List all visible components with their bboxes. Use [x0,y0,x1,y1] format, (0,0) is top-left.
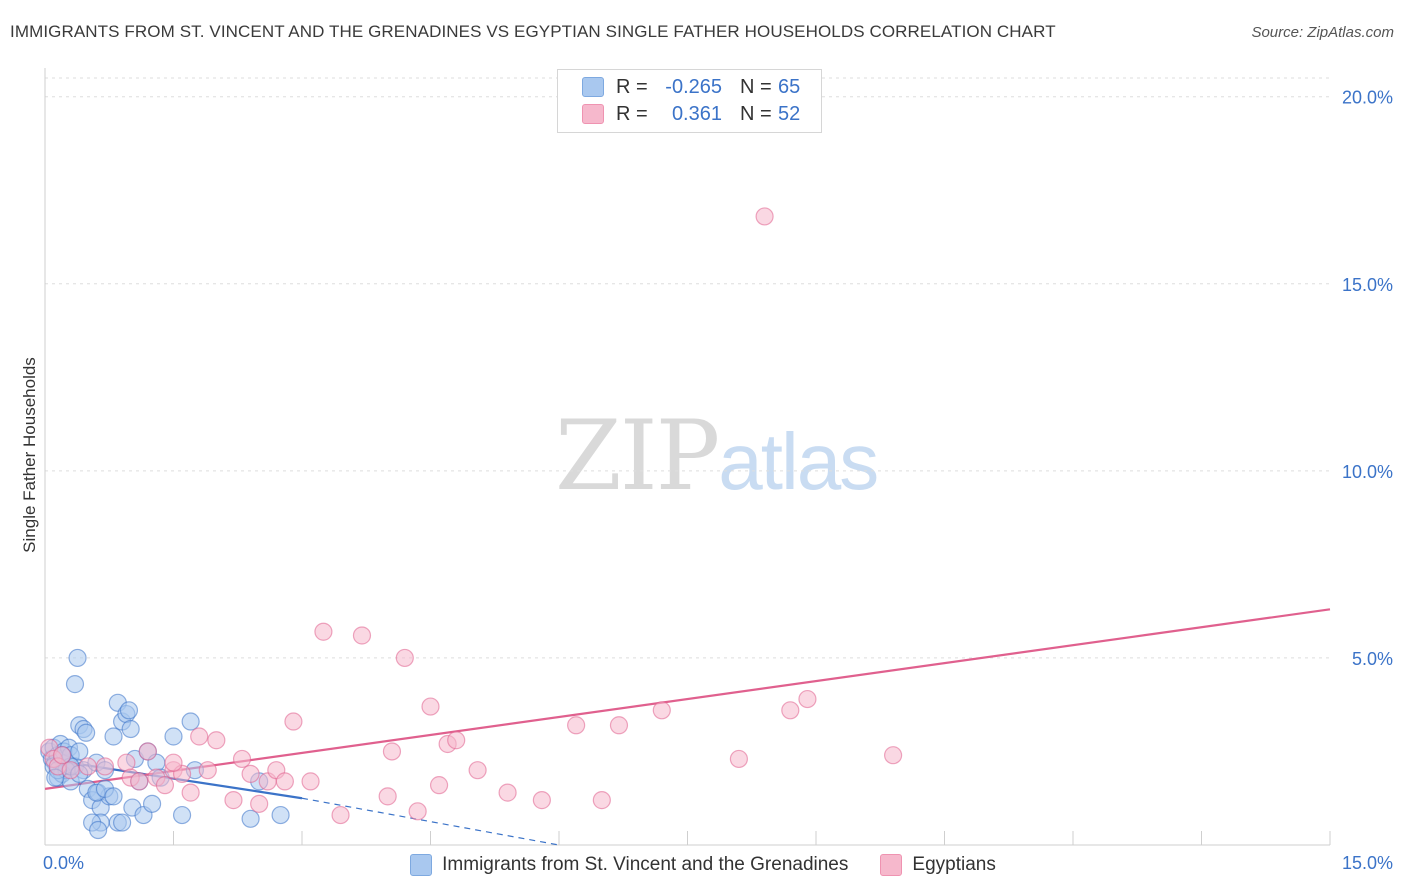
legend-swatch-blue [582,77,604,97]
point-egyptians [155,776,175,795]
grid-lines [45,77,1330,659]
legend-r-label: R = [616,75,648,98]
axes [44,68,1331,846]
point-egyptians [468,761,487,780]
point-immigrants [119,701,139,720]
y-tick-label: 10.0% [1342,462,1393,482]
point-egyptians [164,753,183,772]
series-legend-immigrants[interactable]: Immigrants from St. Vincent and the Gren… [410,854,848,876]
point-egyptians [378,787,397,806]
point-egyptians [53,746,72,765]
point-immigrants [164,727,183,746]
point-egyptians [498,783,517,802]
point-egyptians [331,805,350,825]
point-egyptians [408,802,427,821]
series-legend: Immigrants from St. Vincent and the Gren… [0,852,1406,878]
point-egyptians [652,701,671,720]
point-immigrants [65,675,85,694]
point-immigrants [104,787,123,806]
legend-r-value: -0.265 [665,75,722,98]
legend-n-label: N = [740,102,772,125]
point-immigrants [77,723,96,742]
point-egyptians [275,772,294,791]
x-tick-label-max: 15.0% [1342,853,1393,873]
point-egyptians [232,749,252,769]
point-immigrants [142,794,162,813]
point-immigrants [172,805,192,825]
legend-row-immigrants: R = -0.265 N = 65 [582,74,800,100]
y-tick-label: 5.0% [1352,649,1393,669]
series-legend-egyptians[interactable]: Egyptians [880,854,996,876]
point-immigrants [121,719,140,739]
point-egyptians [198,761,217,780]
data-points [40,207,903,840]
point-egyptians [284,712,303,731]
point-egyptians [429,776,449,795]
point-immigrants [70,742,89,761]
point-egyptians [798,689,817,709]
point-egyptians [781,701,800,720]
point-egyptians [224,791,243,810]
legend-swatch-pink [582,104,604,124]
legend-r-label: R = [616,102,648,125]
point-egyptians [117,753,136,772]
point-egyptians [241,764,260,784]
point-immigrants [112,813,132,832]
tick-labels: 5.0% 10.0% 15.0% 20.0% 0.0% 15.0% [43,88,1393,873]
point-immigrants [181,712,200,731]
series-label-immigrants: Immigrants from St. Vincent and the Gren… [442,854,849,875]
point-immigrants [89,820,108,840]
series-label-egyptians: Egyptians [912,854,996,875]
point-egyptians [609,716,629,735]
source-label: Source: ZipAtlas.com [1251,24,1394,41]
point-egyptians [138,742,157,761]
series-swatch-blue [410,854,433,876]
legend-n-label: N = [740,75,772,98]
legend-n-value: 52 [778,102,801,125]
point-egyptians [567,716,586,735]
legend-r-value: 0.361 [671,102,722,125]
x-tick-label-min: 0.0% [43,853,84,873]
trend-lines [44,608,1331,846]
point-egyptians [95,757,115,776]
point-egyptians [592,791,611,810]
point-egyptians [301,772,320,791]
point-egyptians [78,757,97,776]
point-egyptians [207,731,226,750]
point-egyptians [190,727,209,746]
point-egyptians [395,648,414,668]
point-immigrants [241,809,260,828]
point-egyptians [352,626,372,645]
chart-title: IMMIGRANTS FROM ST. VINCENT AND THE GREN… [10,22,1056,41]
point-egyptians [130,772,149,791]
point-egyptians [314,622,333,641]
point-egyptians [382,742,402,761]
point-egyptians [421,697,440,716]
correlation-legend: R = -0.265 N = 65 R = 0.361 N = 52 [557,69,822,133]
point-immigrants [68,648,87,668]
series-swatch-pink [880,854,903,876]
y-tick-label: 20.0% [1342,88,1393,108]
point-egyptians [883,746,903,765]
point-egyptians [532,791,551,810]
point-egyptians [755,207,774,226]
legend-n-value: 65 [778,75,801,98]
point-egyptians [61,761,80,780]
point-egyptians [729,749,749,769]
point-egyptians [447,731,466,750]
point-egyptians [181,783,200,802]
point-immigrants [271,805,290,825]
trend-line-egyptians [44,608,1331,790]
point-egyptians [250,794,269,813]
y-tick-label: 15.0% [1342,275,1393,295]
point-immigrants [104,727,123,746]
legend-row-egyptians: R = 0.361 N = 52 [582,101,800,127]
